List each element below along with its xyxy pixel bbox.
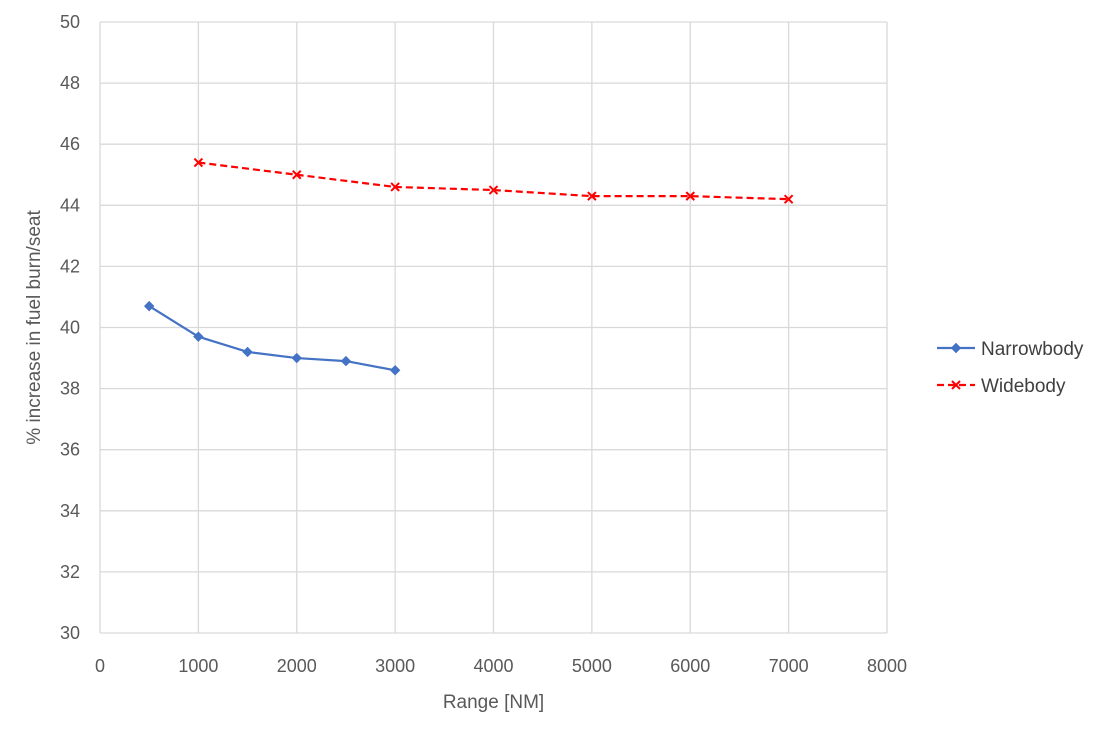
gridlines	[99, 21, 888, 634]
data-point-widebody-stroke	[587, 191, 597, 201]
x-tick-label: 8000	[867, 656, 907, 676]
y-tick-label: 40	[60, 318, 80, 338]
y-tick-label: 48	[60, 73, 80, 93]
data-point-widebody-stroke	[488, 185, 499, 195]
legend-label-widebody: Widebody	[981, 376, 1066, 397]
legend-label-narrowbody: Narrowbody	[981, 339, 1084, 360]
y-tick-label: 30	[60, 623, 80, 643]
y-tick-label: 46	[60, 134, 80, 154]
x-tick-label: 3000	[375, 656, 415, 676]
x-tick-label: 5000	[572, 656, 612, 676]
x-tick-label: 4000	[473, 656, 513, 676]
data-point-widebody	[488, 185, 499, 195]
data-point-widebody-stroke	[193, 157, 204, 168]
legend-item-narrowbody: Narrowbody	[937, 339, 1084, 360]
data-point-narrowbody	[291, 352, 302, 364]
data-point-narrowbody	[242, 346, 253, 358]
legend: Narrowbody Widebody	[937, 339, 1084, 397]
x-tick-label: 1000	[178, 656, 218, 676]
data-point-narrowbody	[389, 365, 401, 376]
series-markers	[143, 157, 794, 376]
data-point-widebody-stroke	[390, 182, 400, 192]
x-tick-label: 0	[95, 656, 105, 676]
data-point-narrowbody	[143, 300, 155, 312]
y-tick-label: 32	[60, 562, 80, 582]
data-point-widebody	[587, 191, 597, 201]
y-tick-label: 34	[60, 501, 80, 521]
legend-symbol-widebody	[951, 380, 961, 390]
data-point-widebody	[783, 194, 794, 204]
x-tick-label: 6000	[670, 656, 710, 676]
legend-symbol-narrowbody	[950, 342, 962, 354]
data-point-narrowbody	[340, 355, 352, 367]
x-tick-label: 2000	[277, 656, 317, 676]
data-point-widebody	[390, 182, 400, 192]
data-point-widebody-stroke	[685, 191, 695, 201]
axes: 30 32 34 36 38 40 42 44 46 48 50 0 1000 2000 3000 4000 5…	[60, 12, 907, 676]
y-tick-label: 38	[60, 379, 80, 399]
y-tick-label: 44	[60, 195, 80, 215]
legend-item-widebody: Widebody	[937, 376, 1066, 397]
y-axis-title: % increase in fuel burn/seat	[24, 210, 45, 445]
x-tick-label: 7000	[769, 656, 809, 676]
legend-marker-widebody	[951, 380, 961, 390]
legend-marker-narrowbody	[950, 342, 962, 354]
x-axis-title: Range [NM]	[443, 692, 544, 713]
data-point-widebody	[292, 170, 302, 180]
legend-symbol-widebody-stroke	[951, 380, 961, 390]
data-point-widebody	[685, 191, 695, 201]
y-tick-label: 50	[60, 12, 80, 32]
data-point-widebody	[193, 157, 204, 168]
data-point-widebody-stroke	[783, 194, 794, 204]
data-point-narrowbody	[193, 331, 204, 342]
data-point-widebody-stroke	[292, 170, 302, 180]
y-tick-label: 42	[60, 256, 80, 276]
series-line-narrowbody	[148, 305, 396, 372]
y-tick-label: 36	[60, 440, 80, 460]
